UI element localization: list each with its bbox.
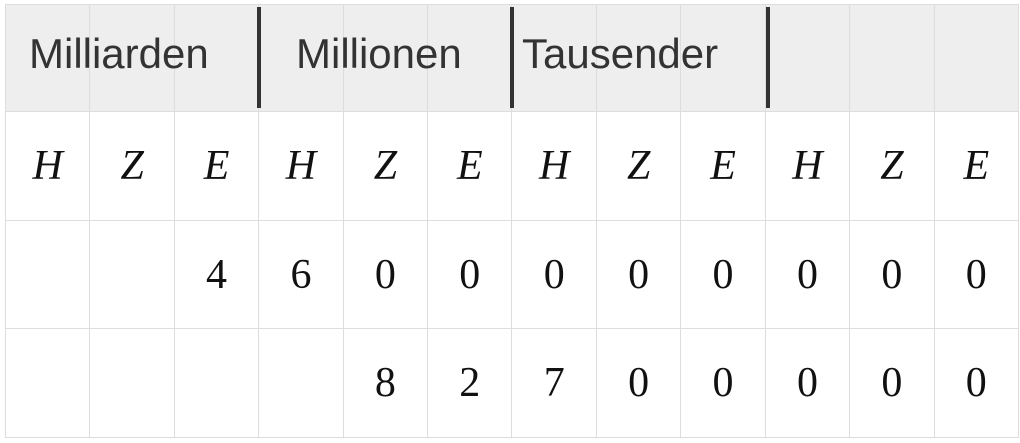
place-label-cell: Z (850, 112, 935, 221)
place-label-cell: H (512, 112, 597, 221)
digit-cell: 0 (596, 221, 682, 329)
digit-cell: 0 (850, 329, 935, 438)
digit-cell: 0 (765, 329, 851, 438)
header-cell (681, 5, 766, 112)
header-cell (850, 5, 935, 112)
header-cell (512, 5, 597, 112)
header-cell (765, 5, 851, 112)
digit-cell: 0 (681, 221, 766, 329)
group-divider (510, 7, 514, 108)
place-label-cell: H (259, 112, 344, 221)
digit-cell (90, 221, 175, 329)
group-label-milliarden: Milliarden (29, 30, 209, 77)
digit-cell (6, 329, 91, 438)
digit-cell: 2 (428, 329, 513, 438)
digit-cell: 8 (343, 329, 429, 438)
place-label-cell: H (765, 112, 851, 221)
digit-cell: 7 (512, 329, 597, 438)
place-label-cell: E (428, 112, 513, 221)
header-cell (259, 5, 344, 112)
place-label-cell: Z (90, 112, 175, 221)
digit-cell: 0 (428, 221, 513, 329)
header-cell (6, 5, 91, 112)
place-label-cell: Z (343, 112, 429, 221)
header-cell (90, 5, 175, 112)
digit-cell: 0 (681, 329, 766, 438)
digit-cell (259, 329, 344, 438)
digit-cell: 0 (343, 221, 429, 329)
digit-cell: 0 (765, 221, 851, 329)
header-cell (934, 5, 1019, 112)
place-label-cell: H (6, 112, 91, 221)
group-divider (257, 7, 261, 108)
group-label-tausender: Tausender (522, 30, 719, 77)
header-cell (428, 5, 513, 112)
digit-cell: 0 (934, 329, 1019, 438)
digit-cell: 0 (596, 329, 682, 438)
digit-cell: 6 (259, 221, 344, 329)
place-label-cell: Z (596, 112, 682, 221)
header-cell (596, 5, 682, 112)
place-label-cell: E (681, 112, 766, 221)
digit-cell (6, 221, 91, 329)
digit-cell (90, 329, 175, 438)
group-label-millionen: Millionen (296, 30, 462, 77)
place-label-cell: E (174, 112, 260, 221)
header-cell (343, 5, 429, 112)
place-label-cell: E (934, 112, 1019, 221)
digit-cell: 0 (850, 221, 935, 329)
group-divider (766, 7, 770, 108)
digit-cell: 0 (512, 221, 597, 329)
digit-cell (174, 329, 260, 438)
digit-cell: 4 (174, 221, 260, 329)
digit-cell: 0 (934, 221, 1019, 329)
